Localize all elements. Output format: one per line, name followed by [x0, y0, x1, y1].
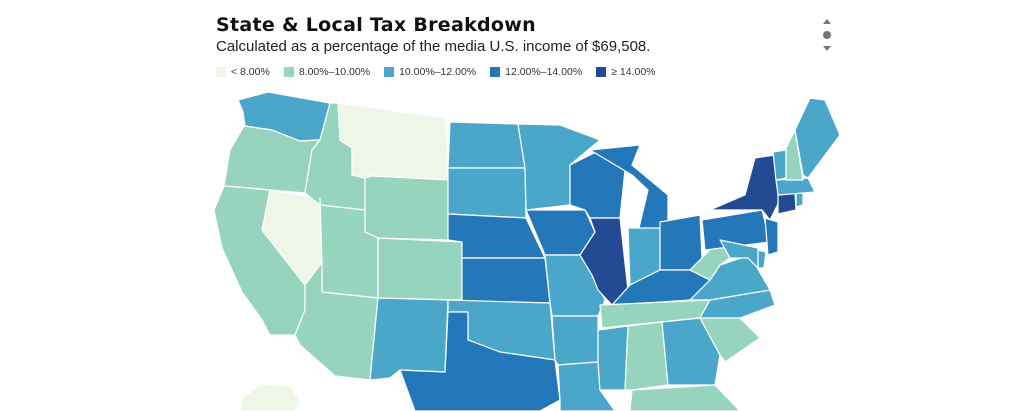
- state-GA[interactable]: [661, 317, 721, 386]
- legend-swatch: [283, 67, 294, 77]
- state-SD[interactable]: [447, 167, 527, 219]
- state-ME[interactable]: [794, 97, 841, 179]
- scroll-up-down-icon[interactable]: [820, 18, 834, 52]
- state-VT[interactable]: [772, 149, 787, 181]
- state-NM[interactable]: [369, 297, 449, 381]
- legend-label: 8.00%–10.00%: [298, 66, 371, 78]
- legend-label: 12.00%–14.00%: [505, 66, 583, 78]
- legend-item: 12.00%–14.00%: [490, 66, 582, 78]
- state-AL[interactable]: [624, 321, 669, 391]
- state-AR[interactable]: [551, 315, 599, 366]
- legend-item: < 8.00%: [216, 66, 270, 78]
- state-CT[interactable]: [777, 192, 797, 215]
- legend-label: < 8.00%: [231, 66, 270, 78]
- state-MS[interactable]: [597, 325, 629, 391]
- legend-swatch: [216, 67, 226, 77]
- state-AZ[interactable]: [294, 261, 379, 381]
- map-subtitle: Calculated as a percentage of the media …: [216, 38, 651, 55]
- state-KS[interactable]: [461, 257, 551, 304]
- state-NC[interactable]: [699, 289, 776, 319]
- state-IL[interactable]: [579, 217, 629, 306]
- legend-swatch: [596, 67, 607, 77]
- legend-swatch: [384, 67, 395, 77]
- state-FL[interactable]: [629, 384, 741, 411]
- state-MT[interactable]: [337, 102, 451, 181]
- state-OH[interactable]: [659, 214, 703, 271]
- state-NH[interactable]: [785, 129, 804, 181]
- state-CO[interactable]: [377, 237, 463, 301]
- legend-label: 10.00%–12.00%: [399, 66, 477, 78]
- legend: < 8.00% 8.00%–10.00% 10.00%–12.00% 12.00…: [216, 66, 670, 78]
- state-RI[interactable]: [795, 192, 804, 208]
- legend-item: 10.00%–12.00%: [384, 66, 476, 78]
- state-MD[interactable]: [719, 239, 759, 269]
- state-NY[interactable]: [709, 154, 781, 221]
- legend-item: 8.00%–10.00%: [283, 66, 371, 78]
- state-AK[interactable]: [239, 383, 301, 411]
- state-WY[interactable]: [364, 175, 451, 241]
- state-ND[interactable]: [447, 121, 526, 169]
- map-title: State & Local Tax Breakdown: [216, 14, 536, 36]
- state-DE[interactable]: [757, 249, 767, 269]
- legend-label: ≥ 14.00%: [611, 66, 656, 78]
- state-NJ[interactable]: [764, 217, 779, 256]
- legend-item: ≥ 14.00%: [596, 66, 656, 78]
- legend-swatch: [490, 67, 501, 77]
